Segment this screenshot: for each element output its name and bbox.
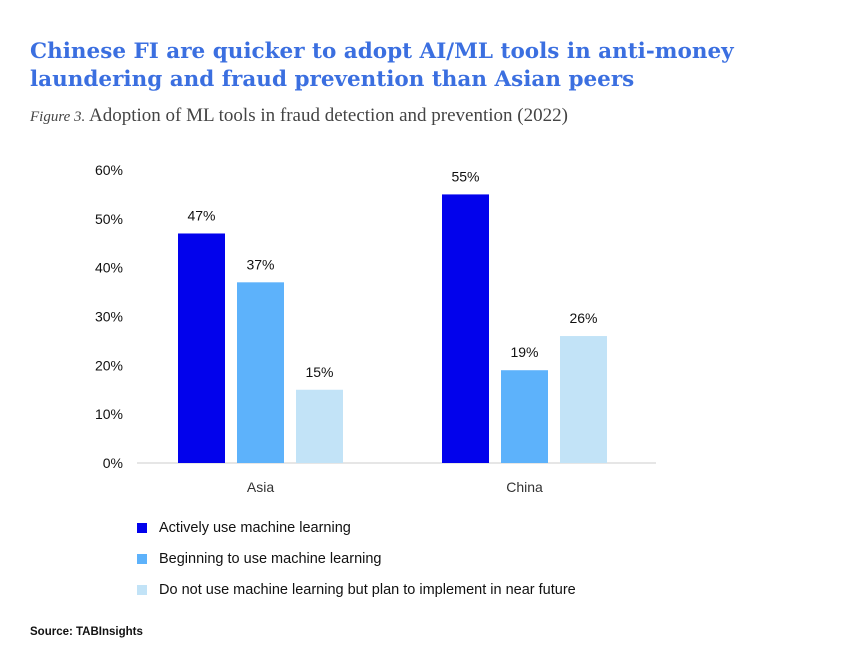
data-label: 15% xyxy=(305,364,333,380)
y-tick-label: 20% xyxy=(95,357,123,373)
bar-asia-series-2 xyxy=(237,282,284,463)
legend-item-plan-to-implement: Do not use machine learning but plan to … xyxy=(137,574,576,605)
legend-item-actively-use: Actively use machine learning xyxy=(137,512,576,543)
bar-asia-series-3 xyxy=(296,389,343,463)
data-label: 19% xyxy=(510,344,538,360)
y-tick-label: 60% xyxy=(95,162,123,178)
y-tick-label: 30% xyxy=(95,309,123,325)
bar-china-series-1 xyxy=(442,194,489,463)
legend-swatch-plan-to-implement xyxy=(137,584,147,595)
data-label: 47% xyxy=(187,207,215,223)
legend-item-beginning-to-use: Beginning to use machine learning xyxy=(137,543,576,574)
chart-legend: Actively use machine learning Beginning … xyxy=(137,512,576,605)
y-tick-label: 50% xyxy=(95,211,123,227)
x-category-label: China xyxy=(506,479,543,495)
chart-subtitle: Figure 3. Adoption of ML tools in fraud … xyxy=(30,105,568,127)
figure-label: Figure 3. xyxy=(30,109,86,125)
x-category-label: Asia xyxy=(247,479,274,495)
y-tick-label: 10% xyxy=(95,406,123,422)
legend-label-plan-to-implement: Do not use machine learning but plan to … xyxy=(159,581,576,598)
bar-china-series-3 xyxy=(560,336,607,463)
bar-china-series-2 xyxy=(501,370,548,463)
data-label: 55% xyxy=(451,168,479,184)
data-label: 37% xyxy=(246,256,274,272)
legend-label-beginning-to-use: Beginning to use machine learning xyxy=(159,550,382,567)
legend-label-actively-use: Actively use machine learning xyxy=(159,519,351,536)
bar-asia-series-1 xyxy=(178,233,225,463)
subtitle-text: Adoption of ML tools in fraud detection … xyxy=(88,105,568,126)
y-tick-label: 0% xyxy=(103,455,123,471)
chart-title: Chinese FI are quicker to adopt AI/ML to… xyxy=(30,39,734,92)
data-label: 26% xyxy=(569,310,597,326)
legend-swatch-beginning-to-use xyxy=(137,553,147,564)
source-note: Source: TABInsights xyxy=(30,626,143,638)
legend-swatch-actively-use xyxy=(137,522,147,533)
y-tick-label: 40% xyxy=(95,260,123,276)
